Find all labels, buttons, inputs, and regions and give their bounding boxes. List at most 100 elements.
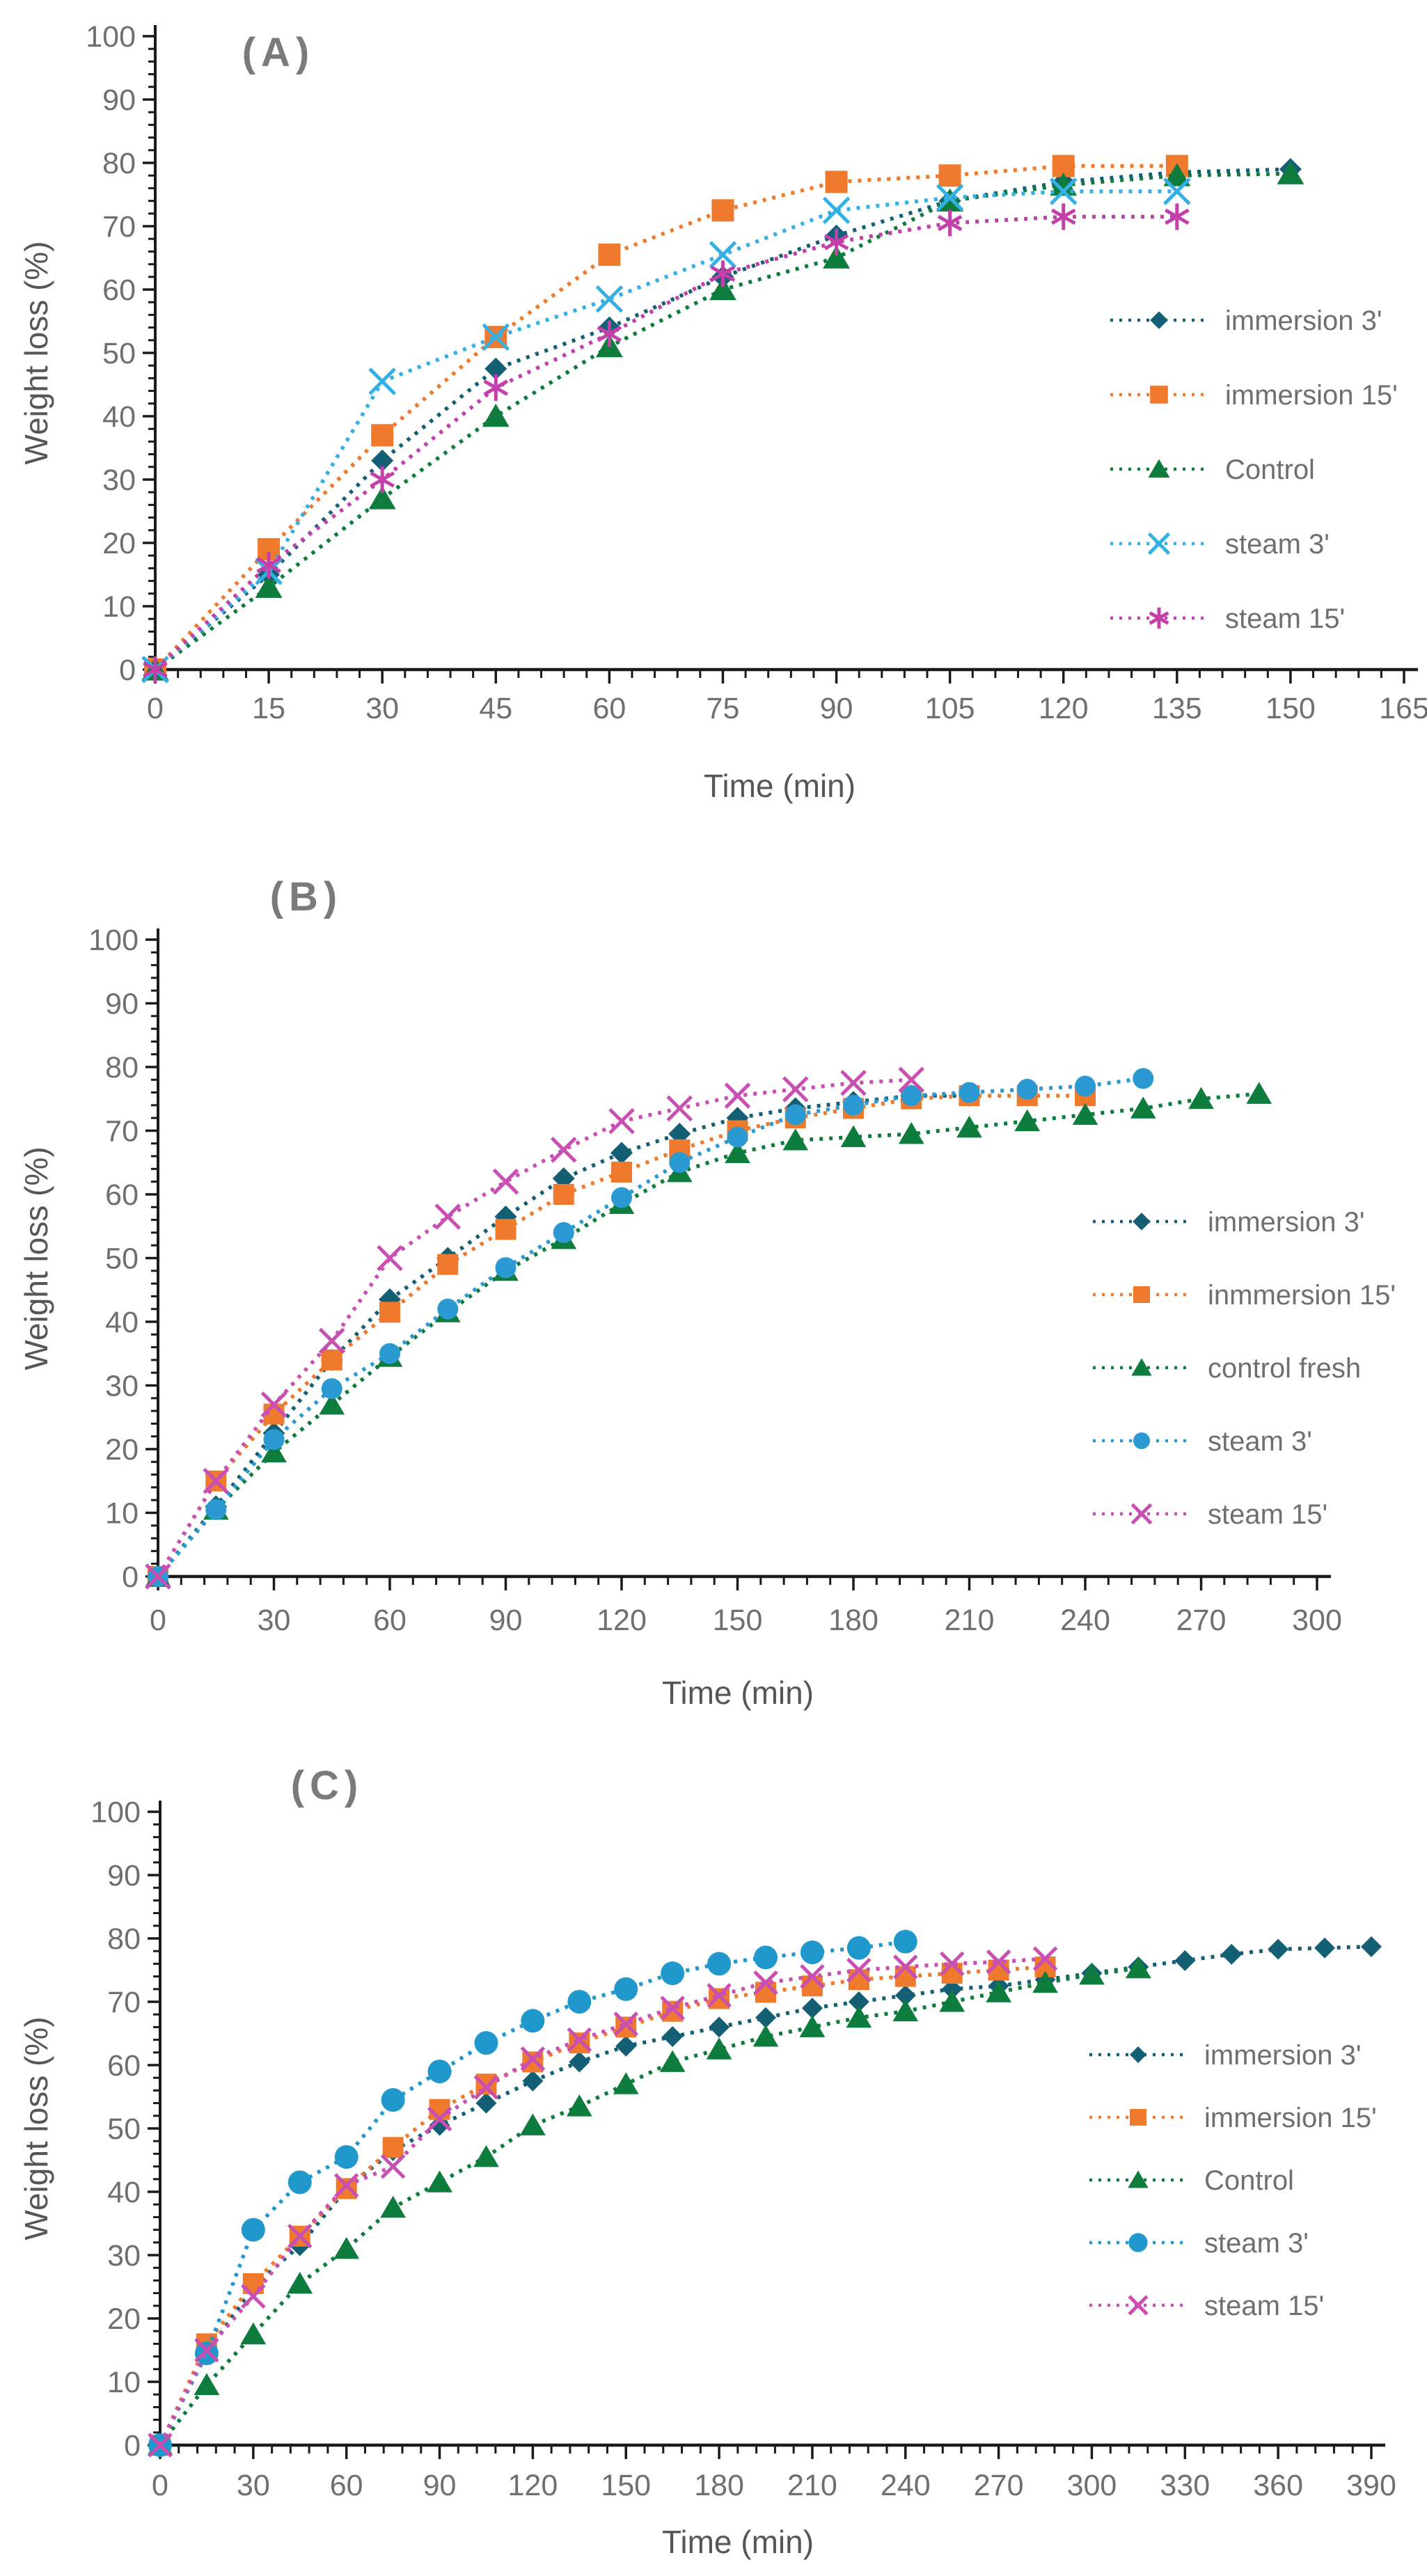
x-marker xyxy=(595,285,624,313)
x-marker xyxy=(368,368,396,395)
square-marker xyxy=(553,1184,574,1205)
y-tick-label: 100 xyxy=(86,20,136,54)
x-marker xyxy=(1147,532,1171,555)
x-marker xyxy=(550,1137,577,1163)
triangle-marker xyxy=(1277,161,1304,184)
triangle-marker xyxy=(368,486,396,509)
series-steam-15 xyxy=(143,203,1190,683)
x-marker xyxy=(753,1970,778,1996)
legend-item-steam-3: steam 3' xyxy=(1110,529,1330,560)
square-marker xyxy=(711,199,734,222)
y-tick-label: 20 xyxy=(102,527,136,560)
y-tick-label: 10 xyxy=(102,590,136,624)
y-tick-label: 30 xyxy=(107,2239,141,2273)
triangle-marker xyxy=(520,2113,546,2135)
triangle-marker xyxy=(1188,1086,1214,1109)
series-steam-3 xyxy=(148,1068,1154,1587)
x-marker xyxy=(1128,2295,1149,2316)
y-tick-label: 70 xyxy=(102,210,136,244)
series-line xyxy=(153,164,1177,671)
circle-marker xyxy=(800,1941,824,1965)
x-tick-label: 60 xyxy=(592,692,626,725)
x-tick-label: 30 xyxy=(237,2469,270,2502)
x-tick-label: 120 xyxy=(1039,692,1089,725)
triangle-marker xyxy=(1128,2170,1149,2188)
y-tick-label: 0 xyxy=(124,2429,141,2463)
x-marker xyxy=(520,2046,546,2071)
axis-title-x: Time (min) xyxy=(704,768,856,804)
triangle-marker xyxy=(799,2015,826,2037)
asterisk-marker xyxy=(597,320,622,347)
circle-marker xyxy=(611,1187,632,1208)
circle-marker xyxy=(567,1990,592,2014)
series-control xyxy=(147,1956,1151,2456)
legend-item-steam-3: steam 3' xyxy=(1089,2228,1309,2259)
x-marker xyxy=(260,1391,287,1418)
square-marker xyxy=(848,1969,869,1991)
x-tick-label: 165 xyxy=(1379,692,1427,725)
x-marker xyxy=(986,1949,1011,1975)
triangle-marker xyxy=(473,2144,499,2167)
y-tick-label: 60 xyxy=(102,274,136,307)
square-marker xyxy=(598,243,621,266)
square-marker xyxy=(1130,2109,1146,2126)
legend-item-immersion-3: immersion 3' xyxy=(1093,1207,1364,1238)
triangle-marker xyxy=(287,2271,313,2294)
y-ticks: 0 10 20 30 40 50 60 70 80 90 100 xyxy=(86,20,155,687)
x-marker xyxy=(492,1168,519,1195)
triangle-marker xyxy=(725,1141,750,1163)
circle-marker xyxy=(727,1126,748,1148)
diamond-marker xyxy=(1314,1937,1336,1959)
y-tick-label: 50 xyxy=(107,2112,141,2146)
triangle-marker xyxy=(1130,1096,1156,1119)
x-tick-label: 330 xyxy=(1160,2469,1210,2502)
x-marker xyxy=(893,1954,918,1980)
circle-marker xyxy=(1075,1075,1096,1097)
square-marker xyxy=(336,2178,357,2199)
diamond-marker xyxy=(429,2115,450,2136)
circle-marker xyxy=(1128,2233,1148,2252)
panel-b: 0 30 60 90 120 150 180 210 240 270 300 0 10 20 30 40 50 6… xyxy=(18,874,1396,1711)
asterisk-marker xyxy=(937,210,963,237)
y-tick-label: 70 xyxy=(107,1986,141,2019)
y-tick-label: 20 xyxy=(107,2302,141,2336)
diamond-marker xyxy=(848,1991,869,2012)
panel-c: 0 30 60 90 120 150 180 210 240 270 300 330 360 390 0 10… xyxy=(18,1763,1396,2560)
legend-item-immersion-15: immersion 15' xyxy=(1110,380,1398,411)
circle-marker xyxy=(553,1222,574,1243)
x-marker xyxy=(1163,177,1191,205)
legend-item-immersion-15: immersion 15' xyxy=(1089,2103,1377,2133)
square-marker xyxy=(1133,1286,1150,1303)
y-tick-label: 80 xyxy=(107,1922,141,1956)
circle-marker xyxy=(669,1152,691,1174)
x-tick-label: 390 xyxy=(1346,2469,1396,2502)
diamond-marker xyxy=(662,2026,684,2048)
x-marker xyxy=(287,2223,313,2249)
series-steam-15 xyxy=(145,1066,925,1590)
diamond-marker xyxy=(1150,311,1168,329)
legend-item-control: Control xyxy=(1089,2165,1294,2196)
x-marker xyxy=(608,1108,635,1135)
x-tick-label: 30 xyxy=(365,692,399,725)
square-marker xyxy=(437,1254,459,1275)
circle-marker xyxy=(194,2341,219,2366)
x-marker xyxy=(666,1095,693,1122)
panel-title: (A) xyxy=(242,30,315,75)
square-marker xyxy=(429,2099,450,2120)
square-marker xyxy=(382,2137,404,2158)
circle-marker xyxy=(959,1082,980,1103)
x-tick-label: 0 xyxy=(152,2469,168,2502)
y-tick-label: 90 xyxy=(102,84,136,117)
series-line xyxy=(156,1093,1085,1578)
x-marker xyxy=(936,184,964,212)
legend-label: Control xyxy=(1225,455,1315,485)
x-tick-label: 135 xyxy=(1152,692,1202,725)
square-marker xyxy=(709,1988,730,2009)
triangle-marker xyxy=(1131,1358,1152,1376)
triangle-marker xyxy=(319,1392,345,1415)
triangle-marker xyxy=(709,277,736,301)
diamond-marker xyxy=(1268,1938,1289,1960)
square-marker xyxy=(894,1966,916,1987)
series-steam-15 xyxy=(148,1946,1058,2458)
